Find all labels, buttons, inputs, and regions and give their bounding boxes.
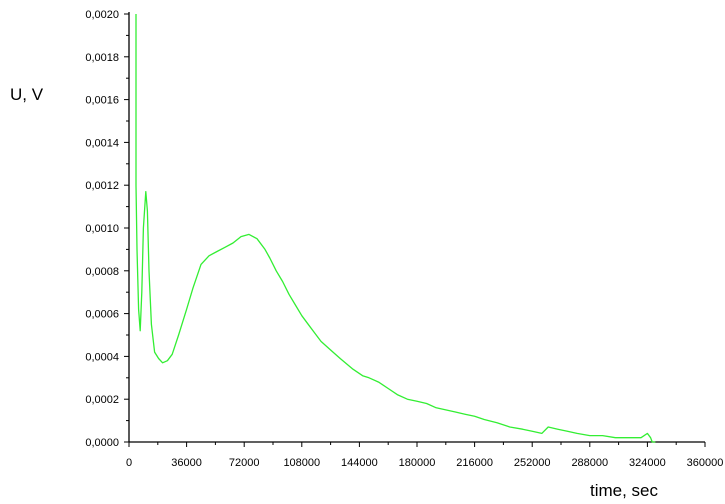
x-tick-label: 252000 bbox=[514, 457, 551, 469]
y-tick-label: 0,0000 bbox=[85, 437, 119, 449]
y-tick-label: 0,0008 bbox=[85, 266, 119, 278]
tick-labels: 0,0000 0,0002 0,0004 0,0006 0,0008 0,0010 0,00… bbox=[85, 9, 723, 469]
x-tick-label: 324000 bbox=[629, 457, 666, 469]
x-tick-label: 72000 bbox=[229, 457, 260, 469]
x-tick-label: 180000 bbox=[399, 457, 436, 469]
y-tick-label: 0,0006 bbox=[85, 309, 119, 321]
x-tick-label: 36000 bbox=[171, 457, 202, 469]
y-tick-label: 0,0004 bbox=[85, 351, 119, 363]
ticks bbox=[124, 13, 706, 447]
y-tick-label: 0,0002 bbox=[85, 394, 119, 406]
x-tick-label: 216000 bbox=[456, 457, 493, 469]
x-tick-label: 108000 bbox=[283, 457, 320, 469]
x-tick-label: 360000 bbox=[687, 457, 724, 469]
y-axis-title: U, V bbox=[10, 85, 44, 104]
y-tick-label: 0,0014 bbox=[85, 137, 119, 149]
plot-area bbox=[135, 14, 656, 443]
y-tick-label: 0,0012 bbox=[85, 180, 119, 192]
x-tick-label: 288000 bbox=[571, 457, 608, 469]
x-tick-label: 144000 bbox=[341, 457, 378, 469]
y-tick-label: 0,0016 bbox=[85, 95, 119, 107]
x-axis-title: time, sec bbox=[590, 481, 659, 500]
y-tick-label: 0,0010 bbox=[85, 223, 119, 235]
x-tick-label: 0 bbox=[126, 457, 132, 469]
series-line bbox=[135, 14, 656, 443]
y-tick-label: 0,0018 bbox=[85, 52, 119, 64]
axes bbox=[128, 12, 705, 443]
y-tick-label: 0,0020 bbox=[85, 9, 119, 21]
